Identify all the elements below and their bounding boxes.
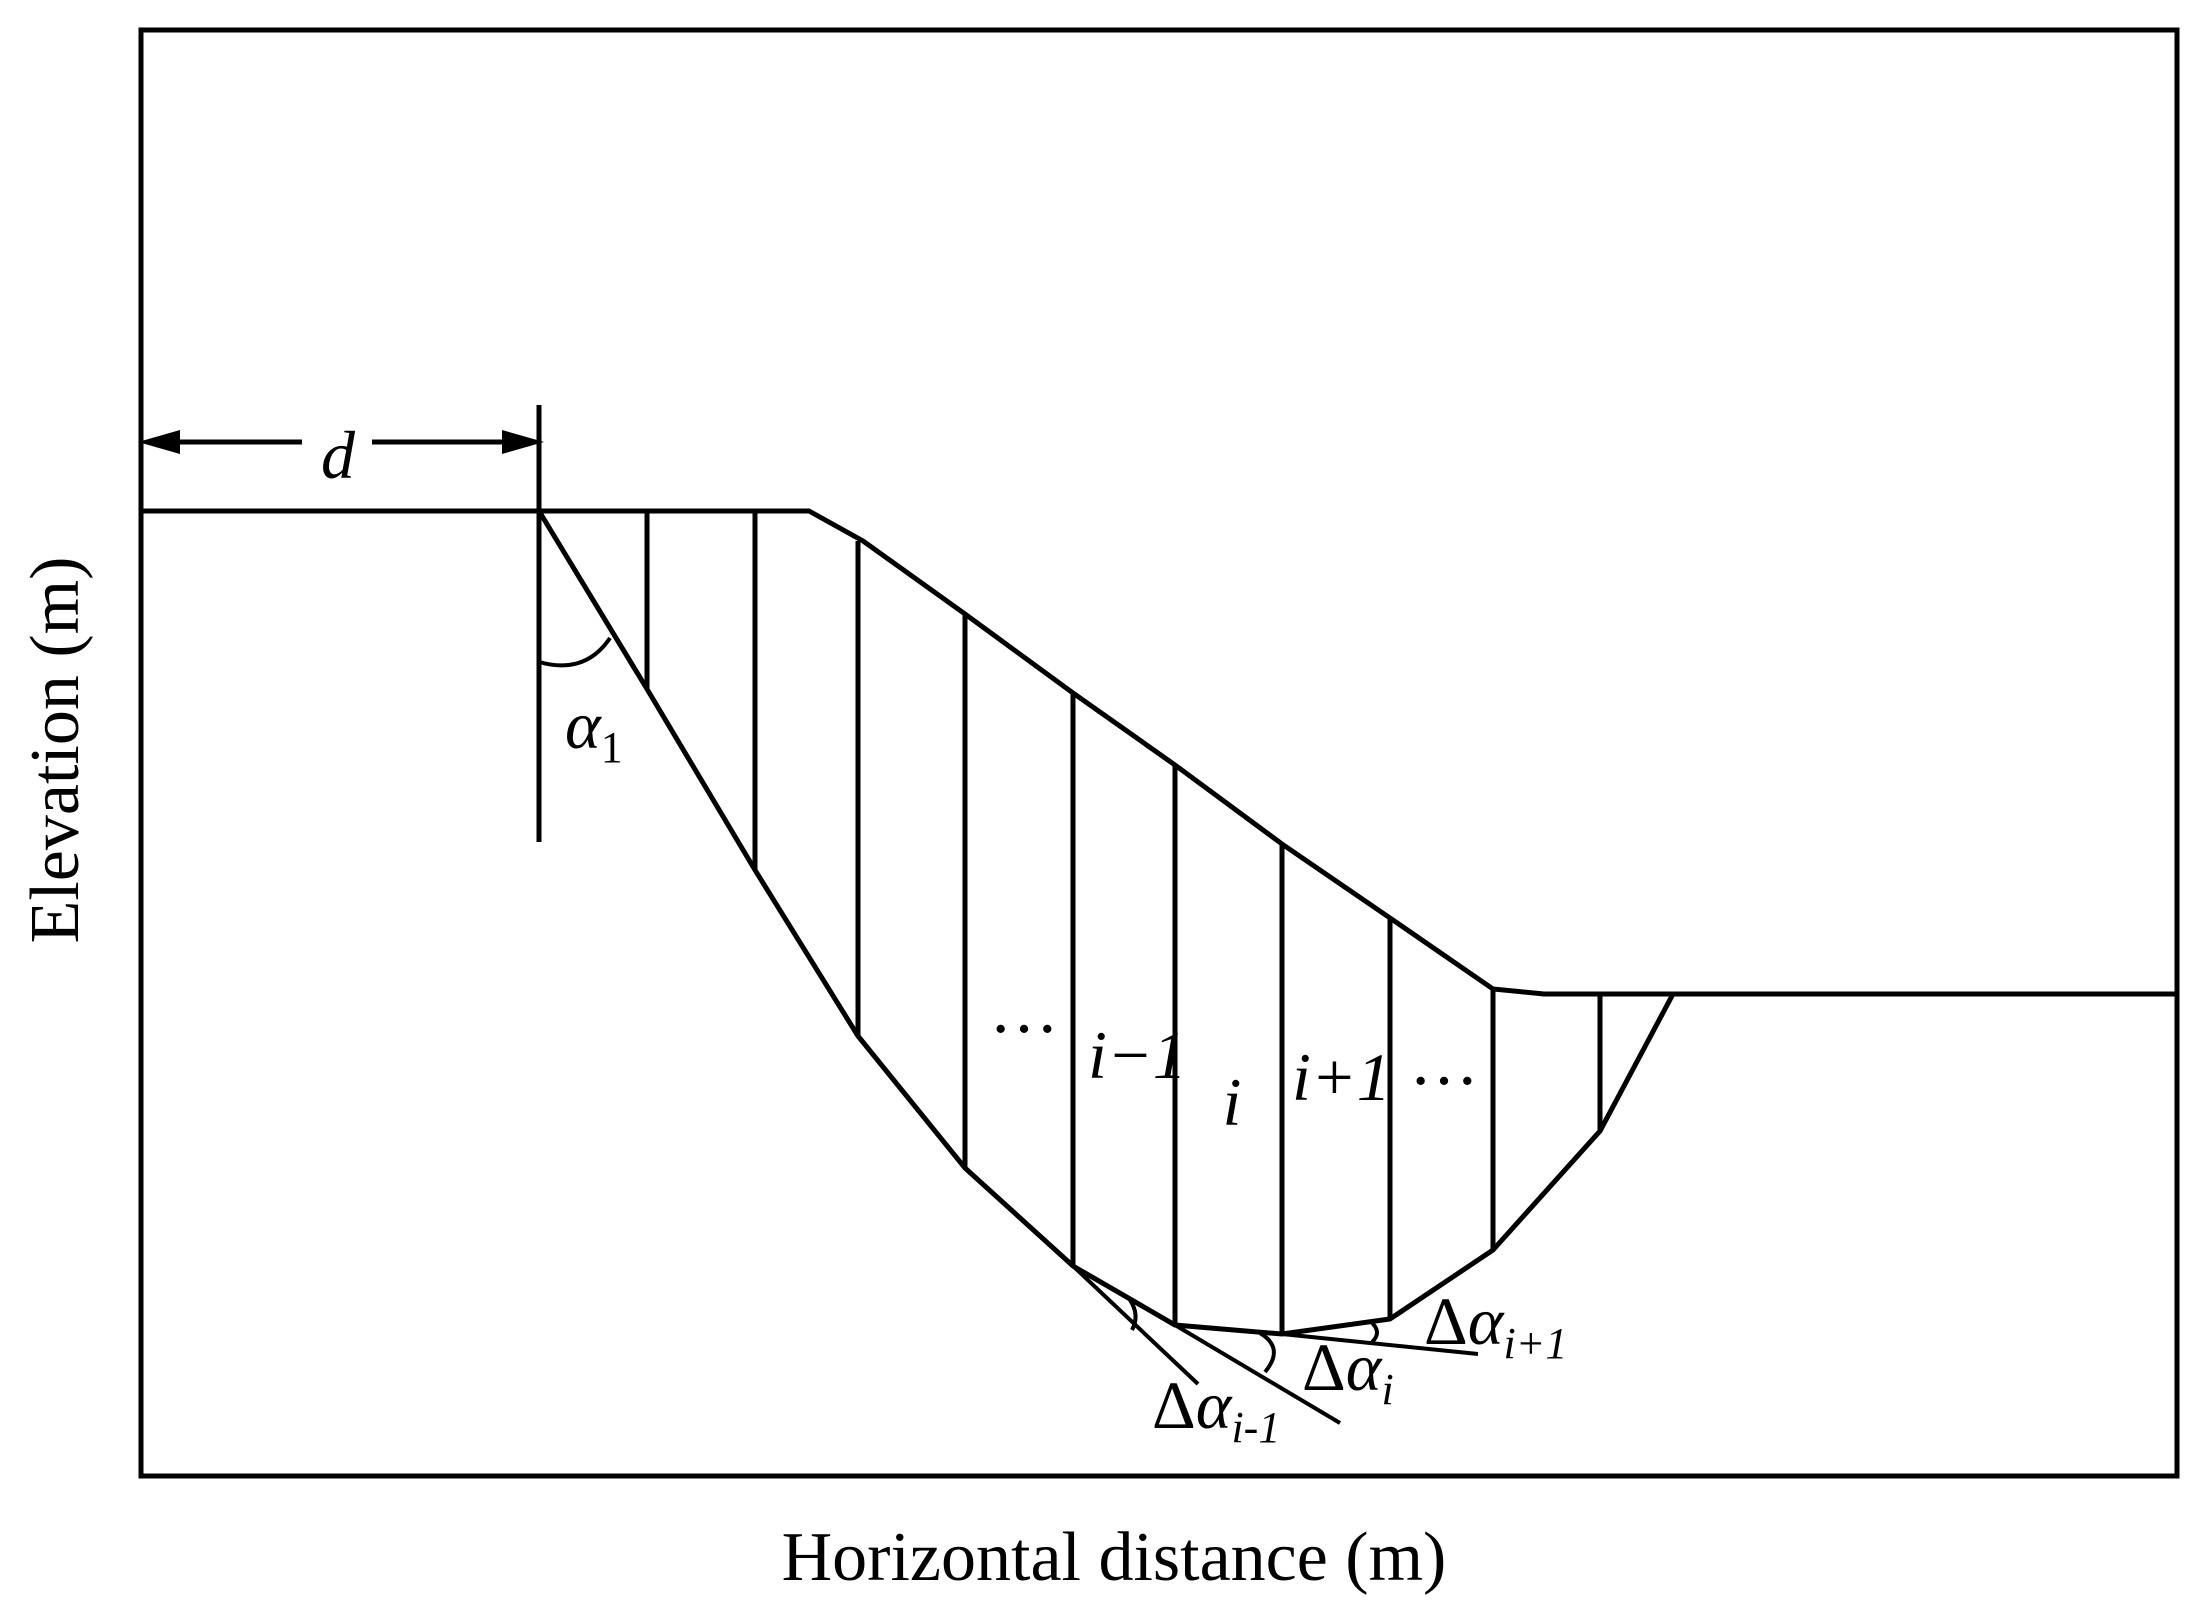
d-dimension bbox=[138, 430, 544, 454]
d-label: d bbox=[321, 417, 356, 493]
delta-alpha-i-minus-1-label: Δαi-1 bbox=[1152, 1367, 1280, 1452]
slice-label-i-minus-1: i−1 bbox=[1088, 1017, 1187, 1093]
slice-label-i: i bbox=[1223, 1064, 1242, 1140]
d-arrowhead-left bbox=[138, 430, 180, 454]
slice-boundaries bbox=[644, 511, 1603, 1334]
delta-alpha-i-label: Δαi bbox=[1302, 1329, 1394, 1414]
slice-label-i-plus-1: i+1 bbox=[1292, 1039, 1391, 1115]
delta-alpha-i-arc bbox=[1258, 1331, 1276, 1374]
d-arrowhead-right bbox=[502, 430, 544, 454]
tangent-line-i-plus-1 bbox=[1281, 1332, 1479, 1356]
alpha-symbol: α bbox=[565, 687, 602, 763]
delta-alpha-i-plus-1-arc bbox=[1368, 1319, 1379, 1344]
slip-surface bbox=[536, 509, 1676, 1337]
x-axis-label: Horizontal distance (m) bbox=[782, 1519, 1447, 1596]
dots-right-label: ··· bbox=[1409, 1043, 1479, 1120]
dots-left-label: ··· bbox=[989, 991, 1059, 1068]
alpha1-angle-arc bbox=[538, 636, 612, 668]
delta-alpha-i-plus-1-label: Δαi+1 bbox=[1424, 1283, 1567, 1368]
alpha-subscript: 1 bbox=[601, 723, 623, 772]
delta-alpha-i-minus-1-arc bbox=[1128, 1298, 1138, 1331]
tangent-line-i bbox=[1173, 1323, 1342, 1425]
plot-frame bbox=[138, 27, 2180, 1479]
ground-surface bbox=[141, 508, 2177, 997]
y-axis-label: Elevation (m) bbox=[17, 557, 94, 944]
alpha1-label: α1 bbox=[565, 687, 623, 772]
